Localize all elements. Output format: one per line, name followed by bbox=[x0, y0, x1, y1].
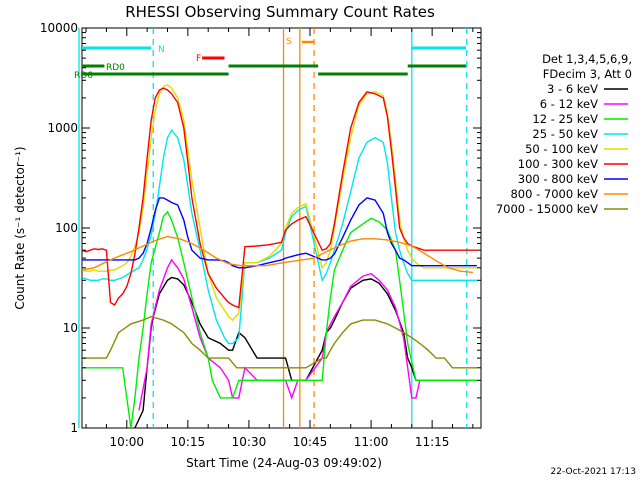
series-line-6 bbox=[82, 197, 477, 269]
series-line-2 bbox=[82, 210, 477, 429]
legend-entry-label: 7000 - 15000 keV bbox=[496, 202, 598, 216]
y-tick-label: 10000 bbox=[40, 21, 78, 35]
x-tick-label: 10:00 bbox=[109, 435, 144, 449]
series-line-5 bbox=[81, 87, 477, 309]
series-line-3 bbox=[81, 128, 477, 345]
y-tick-label: 100 bbox=[55, 221, 78, 235]
annotation-f: F bbox=[196, 54, 201, 64]
series-line-1 bbox=[138, 258, 477, 411]
series-line-4 bbox=[81, 84, 477, 322]
y-tick-label: 10 bbox=[63, 321, 78, 335]
annotation-s: S bbox=[286, 37, 292, 47]
ticks-layer: 1 10 100 1000 10000 10:00 10:15 10:30 10:45 11:00… bbox=[40, 21, 481, 449]
legend-entry-label: 12 - 25 keV bbox=[532, 112, 598, 126]
series-line-8 bbox=[82, 315, 477, 369]
legend-entry-label: 3 - 6 keV bbox=[547, 82, 598, 96]
legend-entry-label: 25 - 50 keV bbox=[532, 127, 598, 141]
annotation-rd6: RD6 bbox=[74, 71, 93, 81]
x-tick-label: 10:15 bbox=[171, 435, 206, 449]
x-tick-label: 10:30 bbox=[232, 435, 267, 449]
x-axis-label: Start Time (24-Aug-03 09:49:02) bbox=[186, 456, 382, 470]
legend-entry-label: 6 - 12 keV bbox=[540, 97, 598, 111]
legend-header-line2: FDecim 3, Att 0 bbox=[543, 67, 632, 81]
legend: Det 1,3,4,5,6,9, FDecim 3, Att 0 3 - 6 k… bbox=[496, 52, 632, 216]
legend-entry-label: 100 - 300 keV bbox=[518, 157, 598, 171]
series-layer bbox=[81, 84, 477, 429]
annotation-rd0: RD0 bbox=[106, 63, 125, 73]
chart-title: RHESSI Observing Summary Count Rates bbox=[125, 3, 435, 21]
x-tick-label: 10:45 bbox=[293, 435, 328, 449]
footer-timestamp: 22-Oct-2021 17:13 bbox=[551, 467, 636, 477]
y-tick-label: 1000 bbox=[47, 121, 78, 135]
legend-header-line1: Det 1,3,4,5,6,9, bbox=[542, 52, 632, 66]
x-tick-label: 11:00 bbox=[354, 435, 389, 449]
legend-entry-label: 300 - 800 keV bbox=[518, 172, 598, 186]
x-tick-label: 11:15 bbox=[415, 435, 450, 449]
series-line-0 bbox=[134, 276, 420, 429]
annotations-layer: N F S RD0 RD6 bbox=[74, 28, 468, 428]
legend-entry-label: 50 - 100 keV bbox=[525, 142, 598, 156]
y-tick-label: 1 bbox=[70, 421, 78, 435]
legend-entry-label: 800 - 7000 keV bbox=[510, 187, 598, 201]
series-line-7 bbox=[81, 235, 473, 274]
annotation-n: N bbox=[158, 45, 165, 55]
y-axis-label: Count Rate (s⁻¹ detector⁻¹) bbox=[13, 146, 27, 309]
